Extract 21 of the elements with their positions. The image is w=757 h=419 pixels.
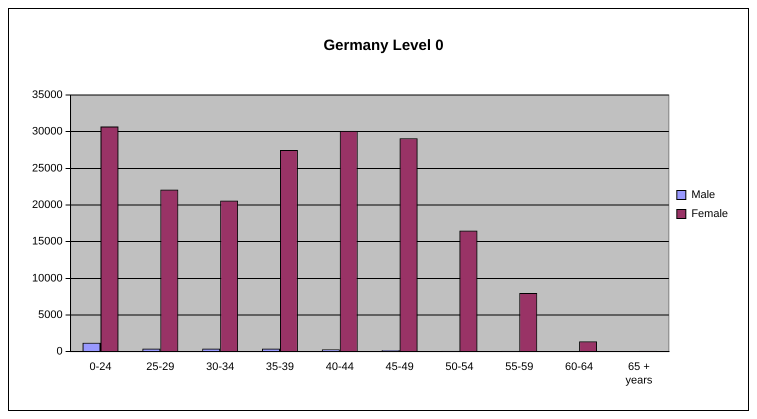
x-tick-label: 25-29 — [146, 361, 174, 374]
x-tick-label: 0-24 — [89, 361, 112, 374]
x-tick-label: 35-39 — [266, 361, 294, 374]
y-tick-label: 30000 — [32, 126, 63, 138]
legend-label: Female — [691, 208, 728, 220]
y-tick-label: 25000 — [32, 162, 63, 174]
y-tick-label: 0 — [56, 346, 63, 358]
chart-title: Germany Level 0 — [323, 37, 444, 54]
x-tick-label: 30-34 — [206, 361, 234, 374]
y-tick-label: 10000 — [32, 272, 63, 284]
x-tick-label: 50-54 — [445, 361, 474, 374]
legend-label: Male — [691, 189, 716, 202]
x-tick-label: 55-59 — [505, 361, 534, 374]
x-tick-label: 40-44 — [326, 361, 354, 374]
x-tick-label: 45-49 — [386, 361, 414, 374]
x-tick-label: 60-64 — [565, 361, 594, 374]
y-tick-label: 35000 — [32, 89, 63, 102]
y-tick-label: 15000 — [32, 236, 63, 248]
x-tick-label: 65 + years — [625, 361, 653, 386]
y-tick-label: 20000 — [32, 199, 63, 212]
y-tick-label: 5000 — [38, 308, 63, 321]
